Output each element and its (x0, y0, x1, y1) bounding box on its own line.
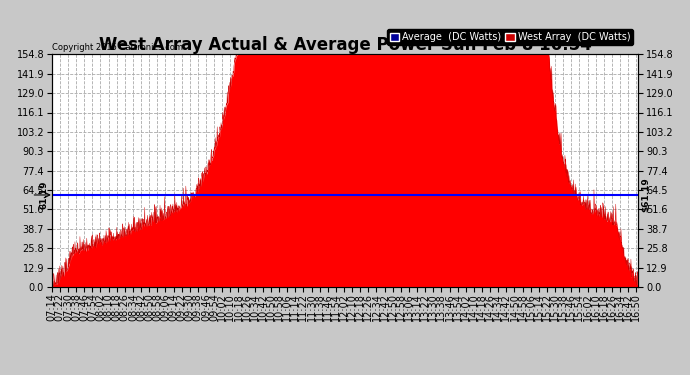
Text: $61.19: $61.19 (641, 178, 650, 212)
Text: Copyright 2015 Cartronics.com: Copyright 2015 Cartronics.com (52, 43, 184, 52)
Title: West Array Actual & Average Power Sun Feb 8 16:54: West Array Actual & Average Power Sun Fe… (99, 36, 591, 54)
Text: 61.19: 61.19 (40, 181, 49, 209)
Legend: Average  (DC Watts), West Array  (DC Watts): Average (DC Watts), West Array (DC Watts… (386, 29, 633, 45)
